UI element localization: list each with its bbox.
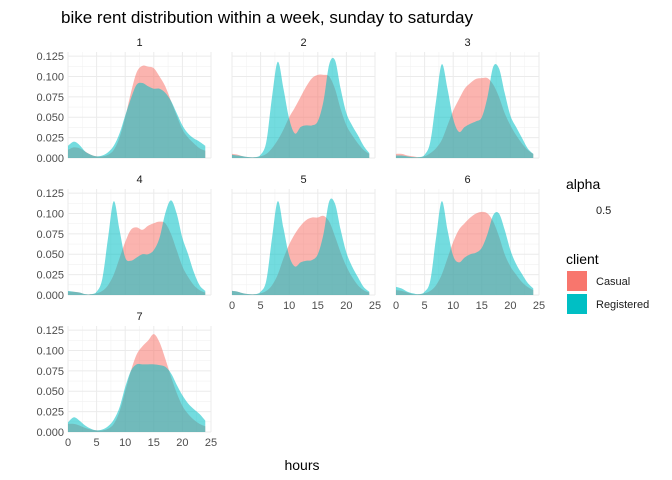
y-tick-label: 0.050 <box>36 112 64 124</box>
y-tick-label: 0.000 <box>36 153 64 165</box>
x-tick-label: 0 <box>65 437 71 449</box>
x-tick-label: 15 <box>476 300 488 312</box>
y-tick-label: 0.075 <box>36 366 64 378</box>
density-area-registered <box>68 200 206 295</box>
legend-label-registered: Registered <box>596 299 649 311</box>
x-tick-label: 15 <box>312 300 324 312</box>
density-area-registered <box>396 63 534 158</box>
chart-title: bike rent distribution within a week, su… <box>61 8 474 27</box>
x-tick-label: 20 <box>504 300 516 312</box>
legend-swatch-casual <box>567 271 587 291</box>
density-area-registered <box>68 82 206 158</box>
y-tick-label: 0.125 <box>36 188 64 200</box>
x-tick-label: 15 <box>148 437 160 449</box>
y-tick-label: 0.025 <box>36 407 64 419</box>
y-tick-label: 0.075 <box>36 229 64 241</box>
x-tick-label: 25 <box>369 300 381 312</box>
y-tick-label: 0.050 <box>36 249 64 261</box>
facet-strip-label: 4 <box>136 174 142 186</box>
density-area-registered <box>68 363 206 432</box>
legend-swatch-registered <box>567 294 587 314</box>
y-tick-label: 0.100 <box>36 345 64 357</box>
y-tick-label: 0.025 <box>36 270 64 282</box>
y-tick-label: 0.075 <box>36 92 64 104</box>
x-tick-label: 5 <box>94 437 100 449</box>
x-tick-label: 10 <box>283 300 295 312</box>
density-area-registered <box>232 198 370 295</box>
y-tick-label: 0.125 <box>36 51 64 63</box>
facet-strip-label: 1 <box>136 37 142 49</box>
x-tick-label: 25 <box>205 437 217 449</box>
facet-strip-label: 7 <box>136 311 142 323</box>
density-area-registered <box>396 201 534 295</box>
x-tick-label: 0 <box>393 300 399 312</box>
x-tick-label: 10 <box>119 437 131 449</box>
x-tick-label: 10 <box>447 300 459 312</box>
facet-panel-2: 2 <box>231 37 376 159</box>
facet-panel-5: 5 0 5 10 15 20 25 <box>229 174 381 312</box>
x-tick-label: 20 <box>176 437 188 449</box>
legend-alpha-value: 0.5 <box>596 205 611 217</box>
facet-panel-3: 3 <box>395 37 540 159</box>
facet-strip-label: 3 <box>464 37 470 49</box>
legend: alpha 0.5 client Casual Registered <box>566 176 649 314</box>
y-tick-label: 0.125 <box>36 325 64 337</box>
density-area-registered <box>232 57 370 158</box>
y-tick-label: 0.025 <box>36 133 64 145</box>
facet-panel-1: 1 0.000 0.025 0.050 0.075 0.100 0.125 <box>36 37 212 165</box>
legend-label-casual: Casual <box>596 276 630 288</box>
x-tick-label: 5 <box>422 300 428 312</box>
facet-panel-6: 6 0 5 10 15 20 25 <box>393 174 545 312</box>
facet-strip-label: 2 <box>300 37 306 49</box>
y-tick-label: 0.050 <box>36 386 64 398</box>
facet-strip-label: 6 <box>464 174 470 186</box>
x-axis-label: hours <box>284 457 319 473</box>
facet-panel-4: 4 0.000 0.025 0.050 0.075 0.100 0.125 <box>36 174 212 302</box>
x-tick-label: 5 <box>258 300 264 312</box>
x-tick-label: 20 <box>340 300 352 312</box>
legend-alpha-title: alpha <box>566 176 600 192</box>
facet-panel-7: 7 0.000 0.025 0.050 0.075 0.100 0.125 0 5 10 15 20 2… <box>36 311 217 449</box>
y-tick-label: 0.000 <box>36 290 64 302</box>
facet-strip-label: 5 <box>300 174 306 186</box>
y-tick-label: 0.100 <box>36 208 64 220</box>
legend-client-title: client <box>566 251 599 267</box>
x-tick-label: 0 <box>229 300 235 312</box>
y-tick-label: 0.100 <box>36 71 64 83</box>
y-tick-label: 0.000 <box>36 427 64 439</box>
x-tick-label: 25 <box>533 300 545 312</box>
